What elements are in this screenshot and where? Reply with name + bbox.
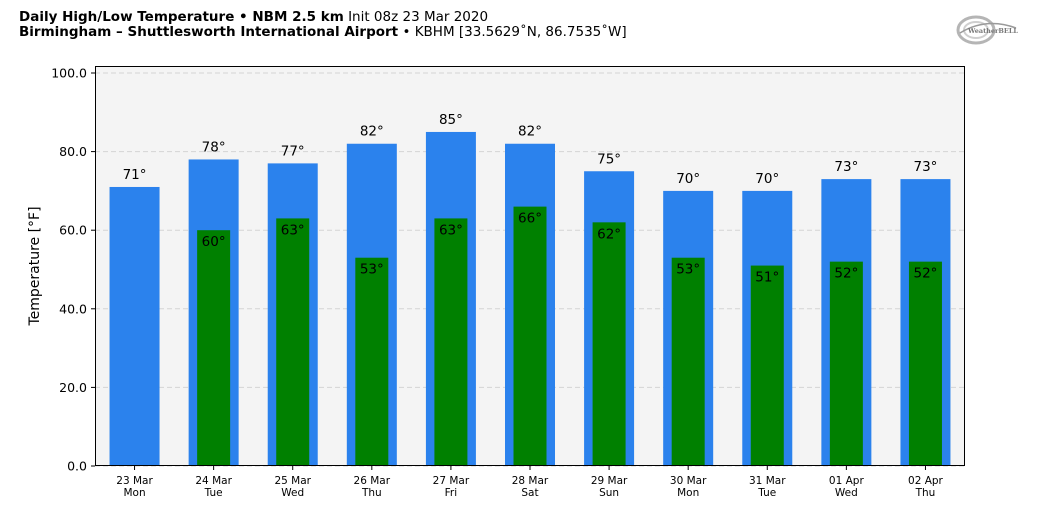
x-tick-date: 30 Mar <box>670 475 707 487</box>
x-tick-date: 23 Mar <box>116 475 153 487</box>
x-tick-date: 27 Mar <box>433 475 470 487</box>
high-bar-label: 78° <box>202 139 226 155</box>
high-bar-label: 82° <box>518 124 542 140</box>
low-bar <box>671 257 705 466</box>
x-tick-date: 31 Mar <box>749 475 786 487</box>
low-bar-label: 52° <box>834 266 858 282</box>
low-bar <box>355 257 389 466</box>
x-tick-date: 01 Apr <box>829 475 865 487</box>
svg-text:WeatherBELL: WeatherBELL <box>967 27 1018 35</box>
x-tick-date: 24 Mar <box>195 475 232 487</box>
high-bar-label: 82° <box>360 124 384 140</box>
y-tick-label: 40.0 <box>59 301 87 316</box>
low-bar-label: 63° <box>281 222 305 238</box>
high-bar-label: 70° <box>676 171 700 187</box>
low-bar-label: 51° <box>755 270 779 286</box>
high-bar-label: 73° <box>913 159 937 175</box>
low-bar <box>513 206 547 466</box>
low-bar-label: 63° <box>439 222 463 238</box>
x-tick-date: 29 Mar <box>591 475 628 487</box>
low-bar <box>829 261 863 466</box>
weatherbell-logo: WeatherBELL <box>956 13 1020 47</box>
y-axis: 0.0 20.0 40.0 60.0 80.0 100.0 <box>51 66 95 474</box>
x-tick-date: 26 Mar <box>354 475 391 487</box>
low-bar <box>197 230 231 466</box>
low-bar <box>592 222 626 466</box>
high-bar-label: 77° <box>281 143 305 159</box>
x-tick-day: Fri <box>445 487 458 499</box>
high-bar-label: 73° <box>834 159 858 175</box>
x-tick-day: Sat <box>521 487 538 499</box>
bars <box>109 131 951 467</box>
y-tick-label: 100.0 <box>51 66 87 81</box>
low-bar <box>434 218 468 466</box>
y-tick-label: 0.0 <box>67 459 87 474</box>
low-bar-label: 60° <box>202 234 226 250</box>
y-tick-label: 80.0 <box>59 144 87 159</box>
x-tick-date: 28 Mar <box>512 475 549 487</box>
x-tick-day: Thu <box>915 487 936 499</box>
chart-init-time: Init 08z 23 Mar 2020 <box>348 9 489 25</box>
x-tick-day: Tue <box>757 487 776 499</box>
low-bar-label: 53° <box>360 262 384 278</box>
low-bar <box>908 261 942 466</box>
x-tick-day: Wed <box>281 487 304 499</box>
x-tick-day: Sun <box>599 487 619 499</box>
low-bar-label: 53° <box>676 262 700 278</box>
x-tick-day: Mon <box>123 487 145 499</box>
x-tick-date: 25 Mar <box>274 475 311 487</box>
bar-labels: 71° 78° 60° 77° 63° 82° 53° 85° 63° 82° 66° 75° 62° 7… <box>123 112 938 286</box>
low-bar-label: 62° <box>597 226 621 242</box>
x-tick-day: Thu <box>361 487 382 499</box>
high-bar-label: 71° <box>123 167 147 183</box>
high-bar-label: 70° <box>755 171 779 187</box>
low-bar <box>276 218 310 466</box>
y-axis-label: Temperature [°F] <box>27 206 43 326</box>
high-bar-label: 85° <box>439 112 463 128</box>
chart-title-main: Daily High/Low Temperature • NBM 2.5 km <box>19 9 344 25</box>
low-bar-label: 66° <box>518 211 542 227</box>
low-bar <box>750 265 784 466</box>
station-name: Birmingham – Shuttlesworth International… <box>19 24 399 40</box>
x-tick-day: Wed <box>835 487 858 499</box>
x-tick-day: Mon <box>677 487 699 499</box>
chart-location: Birmingham – Shuttlesworth International… <box>19 24 627 40</box>
y-tick-label: 20.0 <box>59 380 87 395</box>
high-bar <box>109 186 160 466</box>
x-tick-date: 02 Apr <box>908 475 944 487</box>
chart-title: Daily High/Low Temperature • NBM 2.5 km … <box>19 9 488 25</box>
low-bar-label: 52° <box>913 266 937 282</box>
high-bar-label: 75° <box>597 151 621 167</box>
plot-frame <box>95 66 965 466</box>
station-coords: • KBHM [33.5629˚N, 86.7535˚W] <box>402 24 627 40</box>
y-tick-label: 60.0 <box>59 223 87 238</box>
x-tick-day: Tue <box>204 487 223 499</box>
